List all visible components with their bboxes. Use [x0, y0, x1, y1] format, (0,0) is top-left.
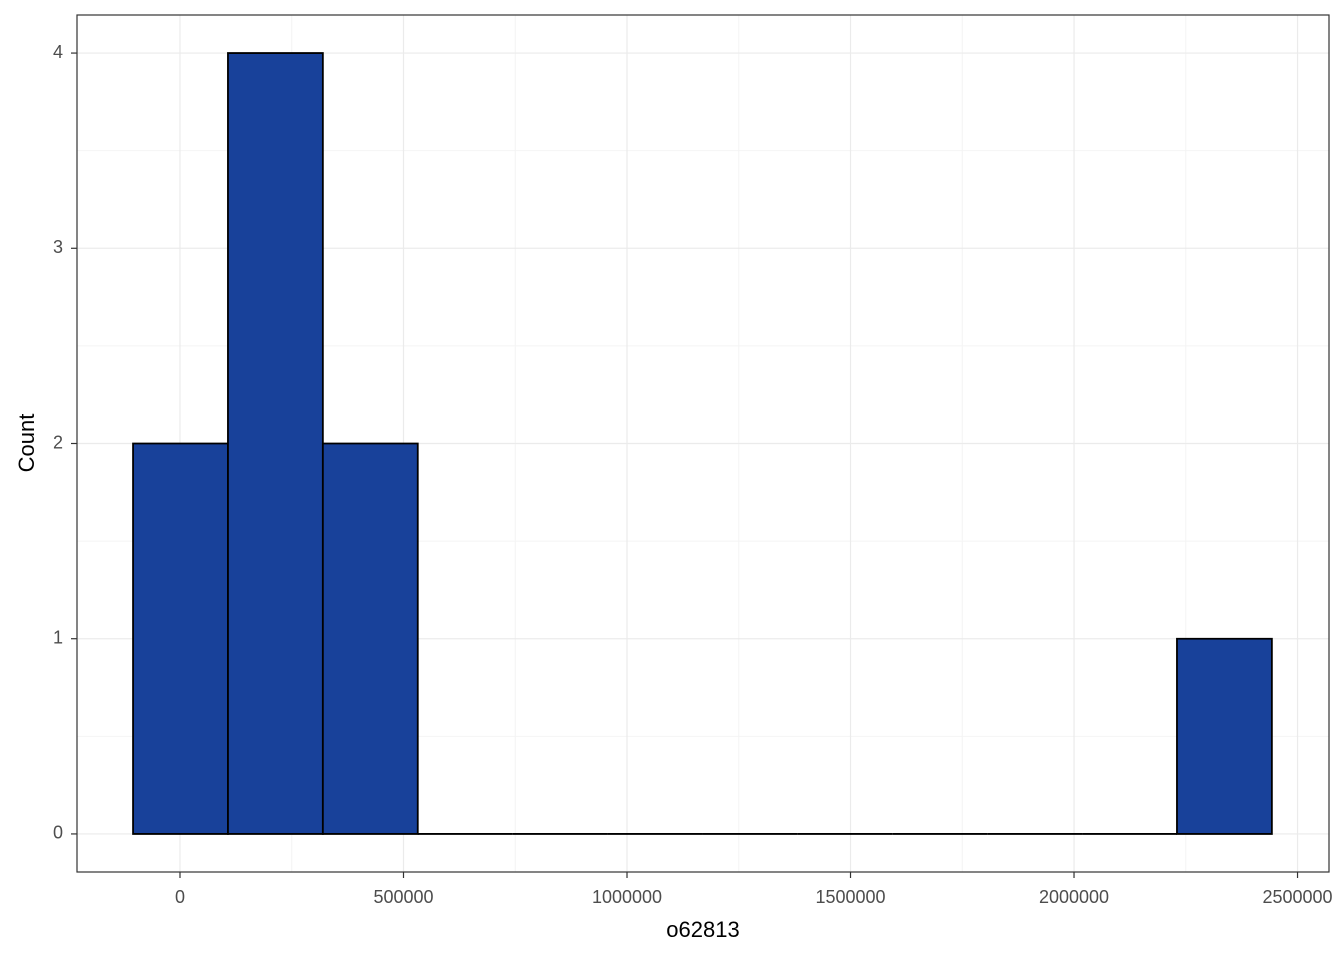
- panel-border: [76, 14, 1330, 873]
- bar: [132, 442, 229, 835]
- x-tick-label: 500000: [373, 887, 433, 907]
- y-tick-label: 0: [53, 823, 63, 843]
- x-tick-label: 0: [175, 887, 185, 907]
- x-tick-label: 1500000: [815, 887, 885, 907]
- y-tick-label: 2: [53, 432, 63, 452]
- x-tick-label: 2000000: [1039, 887, 1109, 907]
- y-tick-label: 1: [53, 627, 63, 647]
- x-tick-label: 2500000: [1262, 887, 1332, 907]
- x-axis-title: o62813: [666, 917, 739, 942]
- y-axis-title: Count: [14, 414, 39, 473]
- bar: [321, 442, 419, 835]
- x-tick-label: 1000000: [592, 887, 662, 907]
- y-tick-label: 3: [53, 237, 63, 257]
- bar: [227, 52, 324, 835]
- y-tick-label: 4: [53, 42, 63, 62]
- bar: [1176, 637, 1273, 835]
